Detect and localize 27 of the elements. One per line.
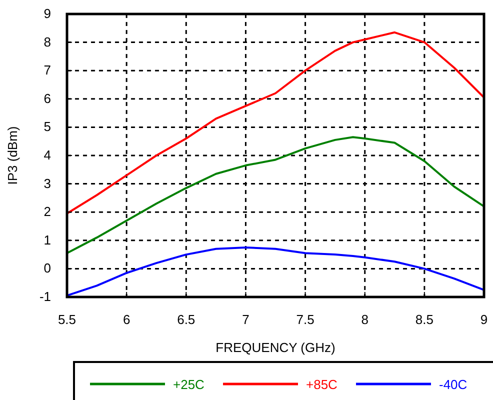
x-tick-label: 5.5 <box>58 312 76 327</box>
y-tick-label: 5 <box>44 119 51 134</box>
line-series <box>66 246 485 297</box>
y-tick-label: 1 <box>44 232 51 248</box>
x-tick-label: 7 <box>242 312 250 327</box>
y-tick-label: 0 <box>44 260 51 276</box>
x-tick-label: 7.5 <box>296 312 314 327</box>
text: -40C <box>439 377 468 392</box>
y-tick-label: -1 <box>39 289 51 304</box>
x-tick-label: 6 <box>122 312 130 327</box>
y-tick-label: 9 <box>44 6 51 21</box>
x-tick-label: 8 <box>361 312 368 327</box>
y-tick-label: 3 <box>44 176 51 191</box>
x-tick-label: 6.5 <box>177 312 196 327</box>
y-axis-title: IP3 (dBm) <box>5 126 20 185</box>
line-series <box>66 136 485 254</box>
line-series <box>66 31 485 215</box>
y-tick-label: 8 <box>44 34 51 50</box>
x-axis-title: FREQUENCY (GHz) <box>216 340 336 355</box>
text: +25C <box>173 377 204 392</box>
y-tick-label: 7 <box>44 62 51 78</box>
text: +85C <box>306 377 338 392</box>
y-tick-label: 6 <box>44 90 51 106</box>
y-tick-label: 2 <box>44 204 51 220</box>
x-tick-label: 8.5 <box>415 312 434 327</box>
y-tick-label: 4 <box>44 148 51 162</box>
x-tick-label: 9 <box>480 312 488 327</box>
